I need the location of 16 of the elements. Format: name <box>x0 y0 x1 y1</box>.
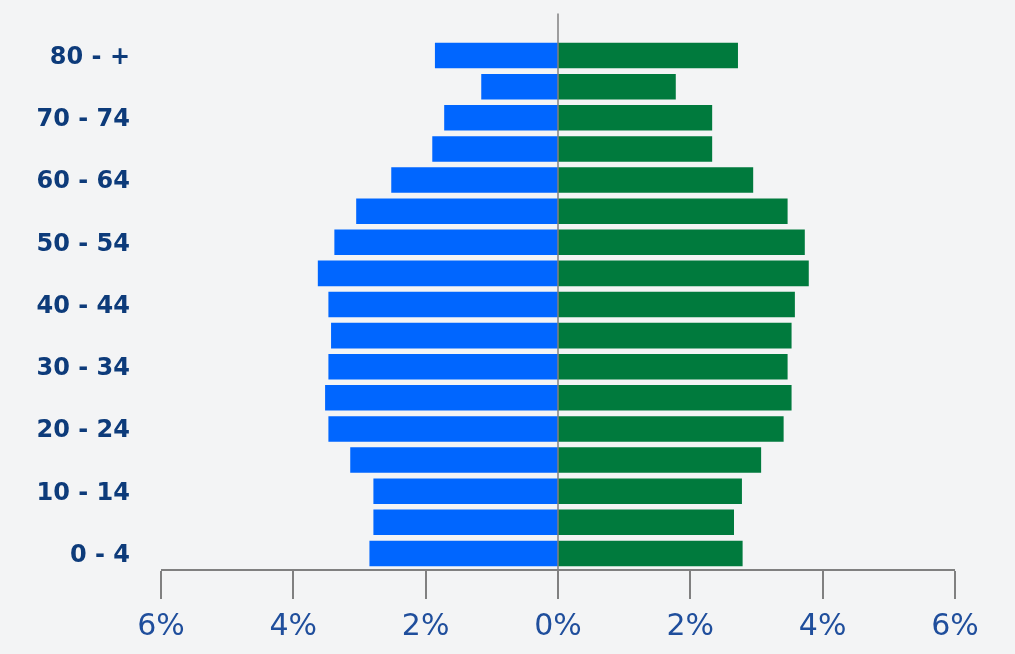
y-tick-label: 50 - 54 <box>36 228 130 257</box>
x-tick-label: 6% <box>931 606 979 642</box>
x-tick-label: 0% <box>534 606 582 642</box>
x-tick-label: 4% <box>798 606 847 642</box>
y-tick-label: 20 - 24 <box>36 415 130 444</box>
y-tick-label: 70 - 74 <box>36 104 130 133</box>
x-tick-label: 2% <box>666 606 715 642</box>
y-tick-label: 40 - 44 <box>36 290 130 319</box>
y-tick-label: 30 - 34 <box>36 353 130 382</box>
y-tick-label: 0 - 4 <box>69 539 130 568</box>
y-tick-label: 80 - + <box>49 41 130 70</box>
x-tick-label: 2% <box>401 606 450 642</box>
x-tick-label: 4% <box>269 606 318 642</box>
y-tick-label: 60 - 64 <box>36 166 130 195</box>
y-tick-label: 10 - 14 <box>36 477 130 506</box>
x-tick-label: 6% <box>137 606 185 642</box>
